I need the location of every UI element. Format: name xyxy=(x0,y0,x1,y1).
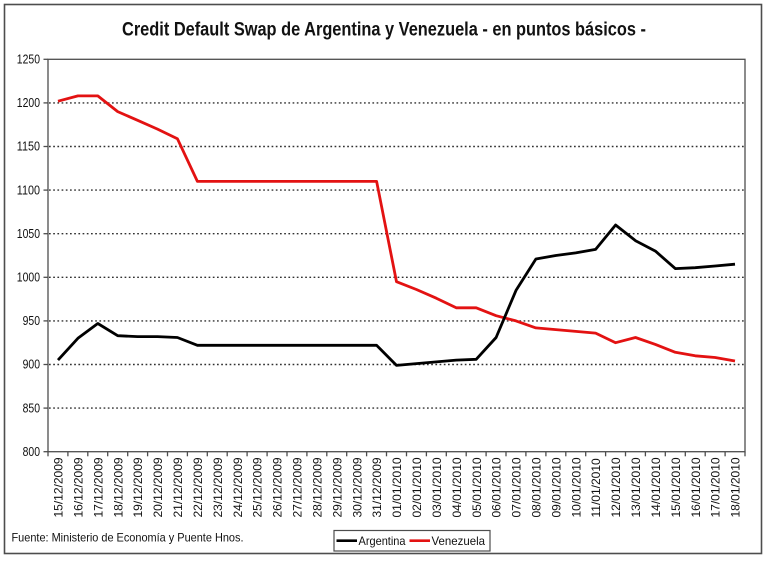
svg-text:18/12/2009: 18/12/2009 xyxy=(111,457,125,517)
svg-text:16/01/2010: 16/01/2010 xyxy=(689,457,703,517)
svg-text:07/01/2010: 07/01/2010 xyxy=(510,457,524,517)
svg-text:1200: 1200 xyxy=(17,96,40,110)
svg-text:04/01/2010: 04/01/2010 xyxy=(450,457,464,517)
svg-text:10/01/2010: 10/01/2010 xyxy=(569,457,583,517)
svg-text:Argentina: Argentina xyxy=(359,534,406,548)
svg-text:1250: 1250 xyxy=(17,53,40,67)
svg-text:08/01/2010: 08/01/2010 xyxy=(530,457,544,517)
svg-text:Fuente: Ministerio de Economía: Fuente: Ministerio de Economía y Puente … xyxy=(12,530,244,544)
svg-text:02/01/2010: 02/01/2010 xyxy=(410,457,424,517)
svg-text:16/12/2009: 16/12/2009 xyxy=(72,457,86,517)
svg-text:18/01/2010: 18/01/2010 xyxy=(729,457,743,517)
svg-text:01/01/2010: 01/01/2010 xyxy=(390,457,404,517)
svg-text:17/12/2009: 17/12/2009 xyxy=(91,457,105,517)
svg-text:23/12/2009: 23/12/2009 xyxy=(211,457,225,517)
svg-text:1050: 1050 xyxy=(17,227,40,241)
svg-text:29/12/2009: 29/12/2009 xyxy=(330,457,344,517)
svg-text:17/01/2010: 17/01/2010 xyxy=(709,457,723,517)
svg-text:850: 850 xyxy=(23,401,40,415)
svg-text:Venezuela: Venezuela xyxy=(432,534,486,548)
svg-text:28/12/2009: 28/12/2009 xyxy=(310,457,324,517)
svg-text:Credit Default Swap de Argenti: Credit Default Swap de Argentina y Venez… xyxy=(122,20,646,41)
svg-text:13/01/2010: 13/01/2010 xyxy=(629,457,643,517)
svg-text:1150: 1150 xyxy=(17,140,40,154)
svg-text:950: 950 xyxy=(23,314,40,328)
svg-text:14/01/2010: 14/01/2010 xyxy=(649,457,663,517)
svg-text:1100: 1100 xyxy=(17,183,40,197)
svg-text:1000: 1000 xyxy=(17,271,40,285)
svg-text:12/01/2010: 12/01/2010 xyxy=(609,457,623,517)
svg-text:24/12/2009: 24/12/2009 xyxy=(231,457,245,517)
svg-text:25/12/2009: 25/12/2009 xyxy=(251,457,265,517)
svg-text:15/01/2010: 15/01/2010 xyxy=(669,457,683,517)
svg-text:11/01/2010: 11/01/2010 xyxy=(589,458,603,517)
svg-text:19/12/2009: 19/12/2009 xyxy=(131,457,145,517)
svg-text:20/12/2009: 20/12/2009 xyxy=(151,457,165,517)
svg-text:31/12/2009: 31/12/2009 xyxy=(370,457,384,517)
svg-text:15/12/2009: 15/12/2009 xyxy=(52,457,66,517)
svg-text:22/12/2009: 22/12/2009 xyxy=(191,457,205,517)
svg-text:30/12/2009: 30/12/2009 xyxy=(350,457,364,517)
svg-text:05/01/2010: 05/01/2010 xyxy=(470,457,484,517)
svg-text:09/01/2010: 09/01/2010 xyxy=(549,457,563,517)
svg-text:03/01/2010: 03/01/2010 xyxy=(430,457,444,517)
svg-text:900: 900 xyxy=(23,358,40,372)
svg-text:27/12/2009: 27/12/2009 xyxy=(291,457,305,517)
svg-text:800: 800 xyxy=(23,445,40,459)
svg-text:06/01/2010: 06/01/2010 xyxy=(490,457,504,517)
svg-text:21/12/2009: 21/12/2009 xyxy=(171,457,185,517)
svg-text:26/12/2009: 26/12/2009 xyxy=(271,457,285,517)
